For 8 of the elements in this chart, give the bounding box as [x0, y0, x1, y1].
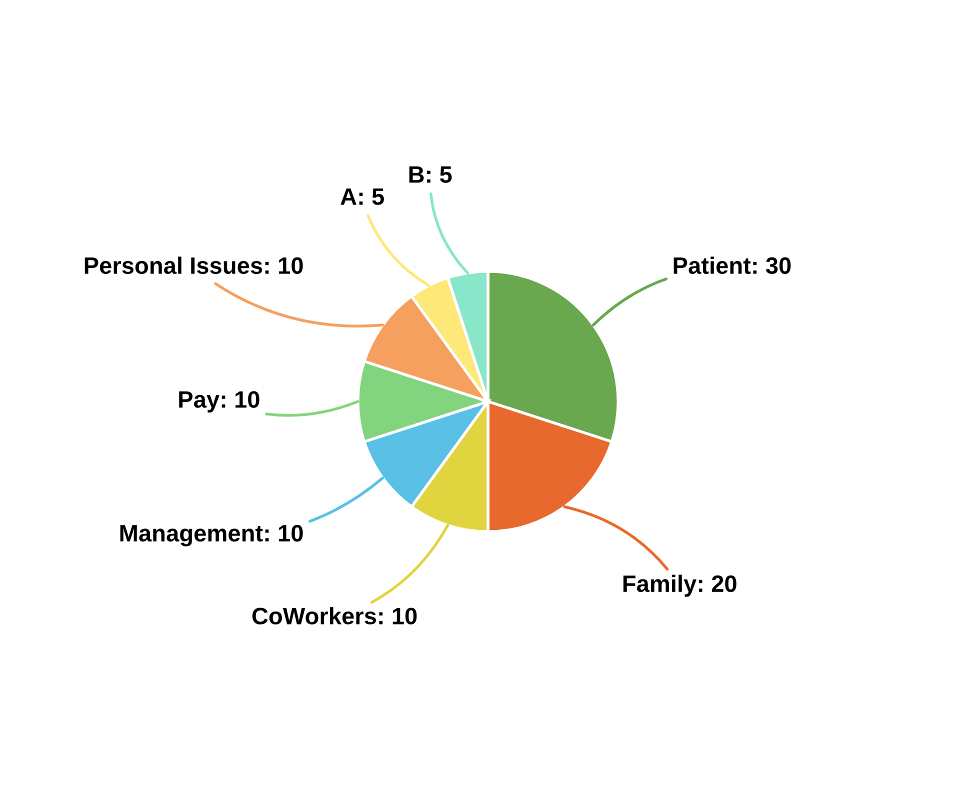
slice-label: B: 5 — [409, 166, 452, 183]
slice-label: Management: 10 — [120, 524, 303, 546]
slice-label: Family: 20 — [623, 574, 736, 597]
slice-label: Personal Issues: 10 — [84, 256, 303, 274]
slice-label: Patient: 30 — [674, 256, 791, 274]
slice-label: A: 5 — [340, 188, 384, 205]
slice-label: CoWorkers: 10 — [252, 607, 417, 624]
slice-label: Pay: 10 — [179, 391, 260, 413]
